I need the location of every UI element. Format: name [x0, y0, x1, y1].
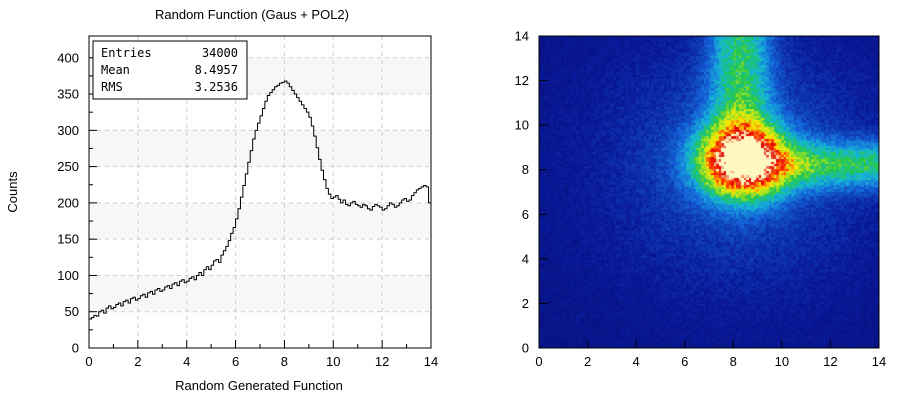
grid-band	[89, 275, 431, 312]
x-tick-label: 2	[134, 354, 141, 369]
stats-label-rms: RMS	[101, 80, 123, 94]
heatmap-y-tick-label: 14	[515, 29, 529, 44]
y-tick-label: 0	[72, 341, 79, 356]
heatmap-y-tick-label: 6	[522, 207, 529, 222]
y-tick-label: 350	[57, 87, 79, 102]
heatmap-x-tick-label: 10	[775, 354, 789, 369]
y-tick-label: 250	[57, 159, 79, 174]
y-tick-label: 100	[57, 268, 79, 283]
x-tick-label: 12	[375, 354, 389, 369]
heatmap-x-tick-label: 12	[823, 354, 837, 369]
histogram-line	[89, 80, 432, 320]
heatmap-chart: 0 2 4 6 8 10 12 14 0 2 4 6 8 10 12 14	[515, 29, 887, 370]
chart-title: Random Function (Gaus + POL2)	[155, 7, 349, 22]
stats-value-mean: 8.4957	[195, 63, 238, 77]
heatmap-x-tick-label: 14	[872, 354, 886, 369]
heatmap-x-tick-label: 4	[633, 354, 640, 369]
x-tick-label: 10	[326, 354, 340, 369]
x-tick-label: 0	[85, 354, 92, 369]
grid-band	[89, 202, 431, 240]
heatmap-x-axis: 0 2 4 6 8 10 12 14	[535, 340, 886, 369]
heatmap-x-tick-label: 0	[535, 354, 542, 369]
x-tick-label: 6	[232, 354, 239, 369]
stats-value-entries: 34000	[202, 46, 238, 60]
heatmap-frame	[538, 35, 880, 349]
stats-value-rms: 3.2536	[195, 80, 238, 94]
y-tick-label: 150	[57, 232, 79, 247]
heatmap-y-tick-label: 2	[522, 296, 529, 311]
x-axis-label: Random Generated Function	[175, 378, 343, 393]
grid-band	[89, 130, 431, 167]
heatmap-y-tick-label: 0	[522, 341, 529, 356]
heatmap-y-tick-label: 4	[522, 251, 529, 266]
stats-label-entries: Entries	[101, 46, 152, 60]
x-tick-label: 14	[424, 354, 438, 369]
x-tick-label: 8	[281, 354, 288, 369]
heatmap-x-tick-label: 8	[730, 354, 737, 369]
stats-box: Entries 34000 Mean 8.4957 RMS 3.2536	[92, 40, 248, 100]
y-tick-label: 50	[65, 304, 79, 319]
x-tick-label: 4	[183, 354, 190, 369]
heatmap-y-axis: 0 2 4 6 8 10 12 14	[515, 29, 547, 356]
heatmap-cells	[539, 36, 879, 348]
heatmap-image	[539, 36, 879, 348]
y-axis-label: Counts	[5, 171, 20, 213]
y-tick-label: 300	[57, 123, 79, 138]
heatmap-x-tick-label: 6	[681, 354, 688, 369]
stats-box-frame	[92, 40, 248, 100]
y-tick-label: 200	[57, 195, 79, 210]
heatmap-y-tick-label: 8	[522, 162, 529, 177]
x-axis: 0 2 4 6 8 10 12 14	[85, 340, 438, 369]
histogram-chart: Random Function (Gaus + POL2) 0 2 4 6 8 10 12 1…	[5, 7, 438, 393]
y-tick-label: 400	[57, 50, 79, 65]
heatmap-y-tick-label: 12	[515, 73, 529, 88]
y-axis: 0 50 100 150 200 250 300 350 400	[57, 50, 97, 356]
heatmap-y-tick-label: 10	[515, 118, 529, 133]
stats-label-mean: Mean	[101, 63, 130, 77]
heatmap-x-tick-label: 2	[584, 354, 591, 369]
